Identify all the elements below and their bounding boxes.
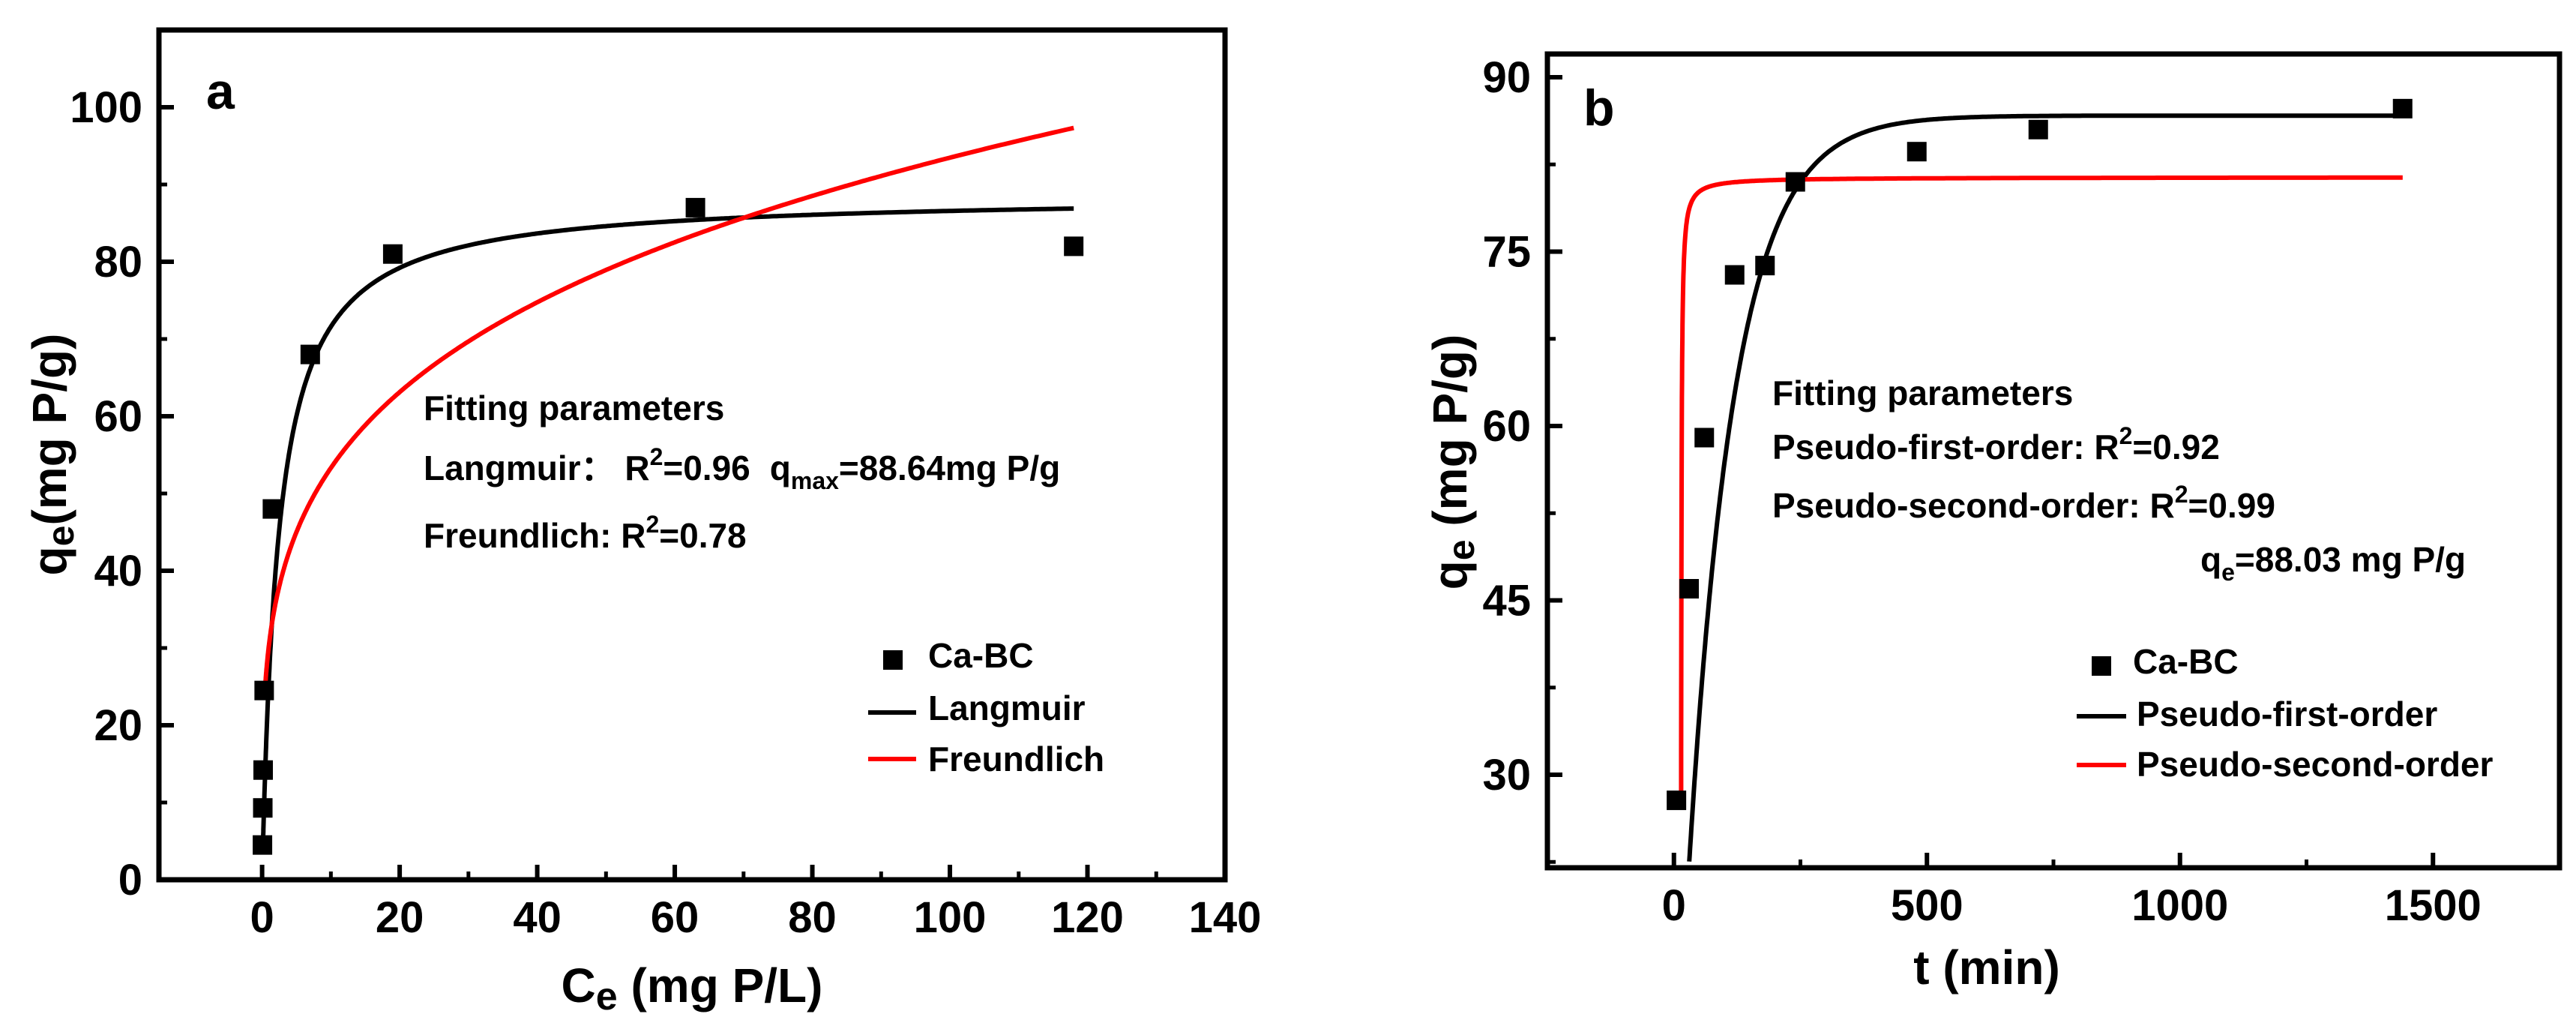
panel-b-legend-pso: Pseudo-second-order — [2137, 745, 2494, 784]
panel-b-xticks: 0 500 1000 1500 — [1662, 853, 2482, 930]
panel-a-y-axis-title: qe(mg P/g) — [22, 334, 82, 576]
data-point — [254, 680, 274, 700]
data-point — [300, 344, 320, 364]
panel-b-legend-marker-ca-bc — [2092, 656, 2111, 676]
data-point — [1724, 265, 1745, 285]
data-point — [1064, 236, 1084, 256]
panel-a-lines — [261, 125, 1074, 842]
panel-b: 0 500 1000 1500 30 45 60 75 90 b t (min) qe (mg… — [1423, 51, 2563, 994]
panel-a-freundlich-params: Freundlich: R2=0.78 — [424, 511, 747, 555]
panel-b-legend-ca-bc: Ca-BC — [2133, 642, 2239, 681]
x-tick-label: 140 — [1189, 893, 1262, 942]
panel-a-fit-annotation: Fitting parameters Langmuir： R2=0.96 qmax… — [424, 388, 1060, 555]
data-point — [1785, 172, 1805, 192]
panel-b-lines — [1679, 113, 2403, 862]
panel-b-label: b — [1583, 80, 1615, 136]
x-tick-label: 1000 — [2131, 881, 2228, 930]
panel-b-legend: Ca-BC Pseudo-first-order Pseudo-second-o… — [2077, 642, 2494, 784]
x-tick-label: 0 — [250, 893, 274, 942]
data-point — [253, 798, 273, 818]
y-tick-label: 60 — [1482, 402, 1531, 451]
data-point — [1679, 579, 1699, 598]
panel-a-legend-ca-bc: Ca-BC — [928, 636, 1034, 675]
panel-a: 0 20 40 60 80 100 120 140 0 20 40 60 80 100 a Ce (mg… — [22, 27, 1261, 1018]
x-tick-label: 120 — [1051, 893, 1124, 942]
panel-a-label: a — [206, 63, 235, 120]
y-tick-label: 100 — [70, 83, 142, 132]
panel-a-frame — [156, 27, 1228, 883]
freundlich-fit-line — [263, 125, 1074, 684]
y-tick-label: 45 — [1482, 577, 1531, 626]
panel-a-xticks: 0 20 40 60 80 100 120 140 — [250, 865, 1261, 942]
panel-b-pfo-params: Pseudo-first-order: R2=0.92 — [1772, 422, 2220, 466]
y-tick-label: 0 — [118, 856, 142, 904]
x-tick-label: 20 — [376, 893, 424, 942]
x-tick-label: 0 — [1662, 881, 1686, 930]
y-tick-label: 60 — [94, 392, 142, 441]
panel-b-fit-heading: Fitting parameters — [1772, 374, 2073, 412]
panel-b-pso-params: Pseudo-second-order: R2=0.99 — [1772, 481, 2275, 525]
panel-b-y-axis-title: qe (mg P/g) — [1423, 334, 1482, 590]
y-tick-label: 75 — [1482, 228, 1531, 277]
data-point — [253, 835, 273, 855]
data-point — [382, 244, 403, 264]
y-tick-label: 40 — [94, 547, 142, 596]
panel-b-points — [1667, 98, 2413, 811]
x-tick-label: 1500 — [2385, 881, 2482, 930]
x-tick-label: 500 — [1891, 881, 1963, 930]
data-point — [253, 760, 273, 780]
panel-a-legend-freundlich: Freundlich — [928, 740, 1104, 778]
data-point — [1667, 790, 1687, 811]
y-tick-label: 80 — [94, 238, 142, 286]
panel-a-legend-langmuir: Langmuir — [928, 688, 1086, 728]
panel-b-x-axis-title: t (min) — [1913, 940, 2060, 994]
y-tick-label: 20 — [94, 701, 142, 750]
langmuir-fit-line — [261, 206, 1074, 842]
data-point — [262, 499, 283, 519]
panel-a-legend: Ca-BC Langmuir Freundlich — [868, 636, 1104, 778]
data-point — [1694, 428, 1715, 448]
x-tick-label: 60 — [651, 893, 699, 942]
data-point — [1755, 256, 1775, 276]
x-tick-label: 100 — [914, 893, 987, 942]
panel-a-yticks: 0 20 40 60 80 100 — [70, 83, 174, 904]
panel-b-fit-annotation: Fitting parameters Pseudo-first-order: R… — [1772, 374, 2466, 586]
panel-b-yticks: 30 45 60 75 90 — [1482, 53, 1562, 864]
y-tick-label: 90 — [1482, 53, 1531, 102]
data-point — [2392, 98, 2413, 118]
x-tick-label: 80 — [788, 893, 837, 942]
panel-b-legend-pfo: Pseudo-first-order — [2137, 694, 2437, 734]
panel-b-qe-value: qe=88.03 mg P/g — [2200, 540, 2466, 586]
y-tick-label: 30 — [1482, 751, 1531, 800]
data-point — [2028, 119, 2048, 140]
x-tick-label: 40 — [513, 893, 562, 942]
pseudo-first-order-fit-line — [1687, 113, 2403, 862]
data-point — [685, 197, 705, 218]
pseudo-second-order-fit-line — [1679, 175, 2403, 808]
panel-a-legend-marker-ca-bc — [883, 650, 903, 670]
panel-a-points — [253, 197, 1084, 855]
panel-a-x-axis-title: Ce (mg P/L) — [562, 958, 823, 1018]
data-point — [1907, 142, 1927, 162]
panel-a-langmuir-params: Langmuir： R2=0.96 qmax=88.64mg P/g — [424, 443, 1060, 494]
panel-a-fit-heading: Fitting parameters — [424, 388, 724, 428]
